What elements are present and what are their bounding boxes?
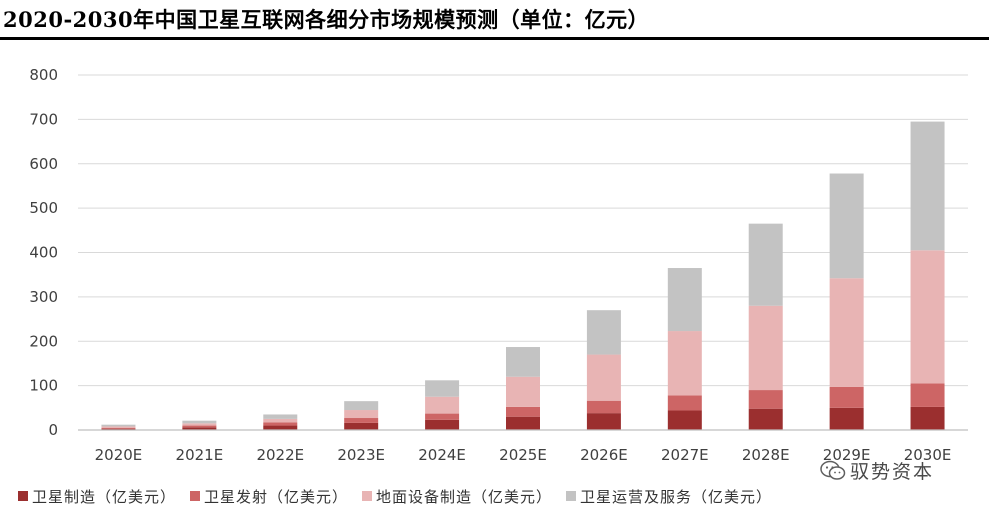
y-tick-label: 0 [48, 421, 58, 439]
bar-segment-launch [506, 406, 540, 417]
bar-segment-manufacturing [586, 413, 621, 430]
x-tick-label: 2021E [176, 446, 224, 464]
bar-segment-manufacturing [829, 407, 864, 430]
legend-item-launch: 卫星发射（亿美元） [190, 486, 348, 507]
legend-label-manufacturing: 卫星制造（亿美元） [32, 487, 177, 506]
x-tick-label: 2022E [256, 446, 304, 464]
bar-segment-manufacturing [182, 427, 217, 430]
bar-segment-ground [667, 331, 702, 396]
legend-label-operation: 卫星运营及服务（亿美元） [580, 487, 773, 506]
bar-segment-launch [344, 418, 379, 423]
bar-segment-launch [910, 383, 945, 407]
bar-segment-operation [506, 347, 540, 377]
bar-segment-ground [506, 376, 540, 407]
bar-segment-operation [586, 310, 621, 355]
bar-segment-operation [425, 380, 460, 397]
bar-segment-ground [182, 423, 217, 426]
bar-segment-ground [586, 354, 621, 401]
bar-segment-operation [182, 420, 217, 424]
y-tick-label: 800 [29, 66, 58, 84]
y-axis-ticks: 0 100 200 300 400 500 600 700 800 [29, 66, 58, 439]
bar-segment-launch [425, 413, 460, 420]
legend: 卫星制造（亿美元） 卫星发射（亿美元） 地面设备制造（亿美元） 卫星运营及服务（… [18, 484, 786, 508]
bar-segment-operation [263, 414, 298, 419]
bar-segment-manufacturing [263, 425, 298, 430]
legend-swatch-manufacturing [18, 491, 28, 501]
bar-segment-ground [263, 418, 298, 423]
legend-swatch-launch [190, 491, 201, 501]
legend-item-manufacturing: 卫星制造（亿美元） [18, 486, 176, 507]
bar-segment-ground [748, 305, 783, 391]
bar-segment-operation [344, 401, 379, 411]
gridlines [78, 74, 968, 387]
bar-segment-manufacturing [506, 416, 540, 430]
x-tick-label: 2026E [580, 446, 628, 464]
bar-segment-ground [910, 250, 945, 384]
bar-segment-launch [101, 427, 136, 429]
legend-item-ground: 地面设备制造（亿美元） [362, 486, 552, 507]
y-tick-label: 700 [29, 110, 58, 128]
bar-segment-manufacturing [344, 422, 379, 430]
y-tick-label: 100 [29, 377, 58, 395]
bar-segment-manufacturing [667, 410, 702, 430]
x-tick-label: 2025E [499, 446, 547, 464]
bar-segment-launch [667, 395, 702, 411]
x-tick-label: 2023E [337, 446, 385, 464]
bar-segment-manufacturing [101, 428, 136, 430]
y-tick-label: 300 [29, 288, 58, 306]
bar-segment-operation [748, 223, 783, 306]
bar-segment-manufacturing [748, 408, 783, 430]
bar-segment-manufacturing [910, 406, 945, 430]
legend-label-ground: 地面设备制造（亿美元） [376, 487, 553, 506]
chart-title: 2020-2030年中国卫星互联网各细分市场规模预测（单位：亿元） [3, 7, 650, 32]
x-tick-label: 2028E [742, 446, 790, 464]
y-tick-label: 400 [29, 244, 58, 262]
bar-segment-launch [182, 425, 217, 428]
legend-swatch-operation [566, 491, 577, 501]
bar-segment-ground [344, 410, 379, 419]
wechat-icon [820, 460, 846, 480]
bar-segment-ground [101, 426, 136, 428]
bar-segment-launch [263, 422, 298, 426]
title-bar: 2020-2030年中国卫星互联网各细分市场规模预测（单位：亿元） [0, 0, 989, 40]
title-underline [0, 37, 989, 40]
legend-swatch-ground [362, 491, 373, 501]
bar-segment-launch [586, 400, 621, 414]
legend-label-launch: 卫星发射（亿美元） [204, 487, 349, 506]
bar-segment-operation [101, 424, 136, 427]
x-tick-label: 2029E [823, 446, 871, 464]
y-tick-label: 200 [29, 332, 58, 350]
bars [101, 121, 945, 430]
bar-segment-ground [425, 396, 460, 414]
bar-segment-manufacturing [425, 419, 460, 430]
bar-segment-operation [667, 268, 702, 332]
bar-segment-operation [910, 121, 945, 251]
bar-segment-operation [829, 173, 864, 279]
bar-segment-launch [829, 386, 864, 408]
legend-item-operation: 卫星运营及服务（亿美元） [566, 486, 772, 507]
bar-segment-launch [748, 390, 783, 409]
watermark: 驭势资本 [820, 457, 934, 484]
bar-segment-ground [829, 278, 864, 387]
x-axis-ticks: 2020E 2021E 2022E 2023E 2024E 2025E 2026E 2027E… [95, 446, 952, 464]
x-tick-label: 2020E [95, 446, 143, 464]
x-tick-label: 2030E [904, 446, 952, 464]
x-tick-label: 2027E [661, 446, 709, 464]
x-tick-label: 2024E [418, 446, 466, 464]
y-tick-label: 600 [29, 155, 58, 173]
watermark-text: 驭势资本 [850, 461, 935, 483]
y-tick-label: 500 [29, 199, 58, 217]
